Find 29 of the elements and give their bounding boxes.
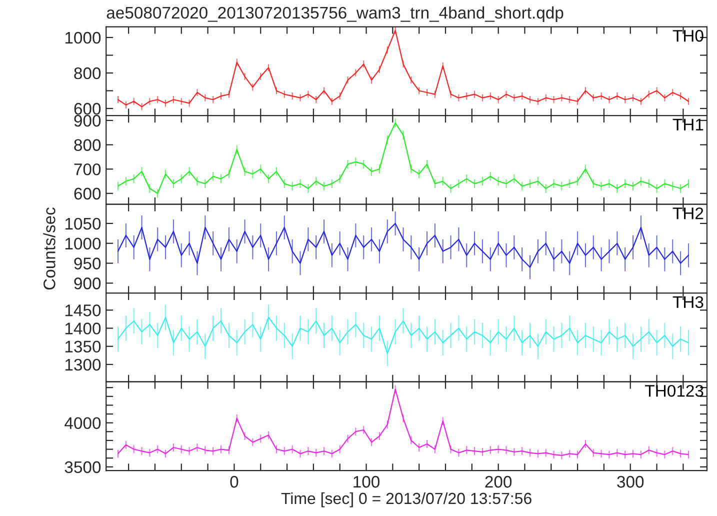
x-tick-label: 100 — [354, 476, 380, 488]
y-tick-label: 4000 — [64, 417, 101, 430]
y-tick-label: 1450 — [65, 304, 101, 316]
y-tick-label: 3500 — [64, 461, 101, 474]
text: TH0123 — [645, 384, 704, 397]
y-tick-label: 1000 — [65, 32, 101, 44]
y-axis-title: Counts/sec — [43, 207, 56, 290]
y-tick-label: 1000 — [65, 238, 101, 250]
y-tick-label: 600 — [74, 188, 101, 200]
x-axis-title: Time [sec] 0 = 2013/07/20 13:57:56 — [281, 492, 532, 508]
y-tick-label: 800 — [74, 67, 101, 80]
x-tick-label: 0 — [230, 476, 238, 488]
series-label: TH2 — [672, 207, 704, 220]
y-tick-label: 600 — [74, 102, 101, 115]
y-tick-label: 800 — [74, 139, 101, 151]
y-tick-label: 700 — [74, 163, 101, 176]
y-tick-label: 1300 — [65, 358, 101, 371]
text: TH0 — [672, 30, 704, 42]
x-tick-label: 300 — [617, 476, 644, 488]
text: TH1 — [672, 118, 704, 130]
chart-title: ae508072020_20130720135756_wam3_trn_4band_short.qdp — [106, 6, 564, 22]
y-tick-label: 1350 — [65, 340, 101, 353]
x-tick-label: 200 — [485, 476, 512, 488]
y-tick-label: 900 — [74, 278, 101, 290]
y-tick-label: 1050 — [65, 218, 101, 230]
y-tick-label: 1400 — [65, 322, 101, 334]
y-tick-label: 900 — [74, 114, 101, 127]
y-tick-label: 950 — [74, 258, 101, 270]
series-label: TH3 — [672, 296, 704, 308]
